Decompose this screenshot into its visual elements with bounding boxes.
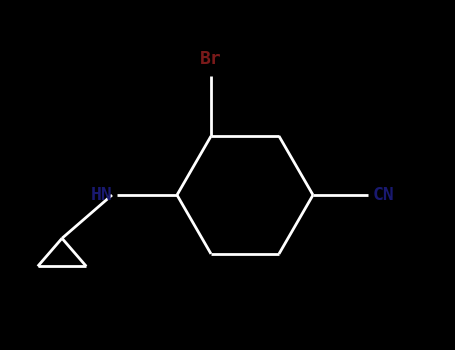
Text: Br: Br bbox=[200, 50, 222, 68]
Text: CN: CN bbox=[373, 186, 395, 204]
Text: HN: HN bbox=[90, 186, 112, 204]
